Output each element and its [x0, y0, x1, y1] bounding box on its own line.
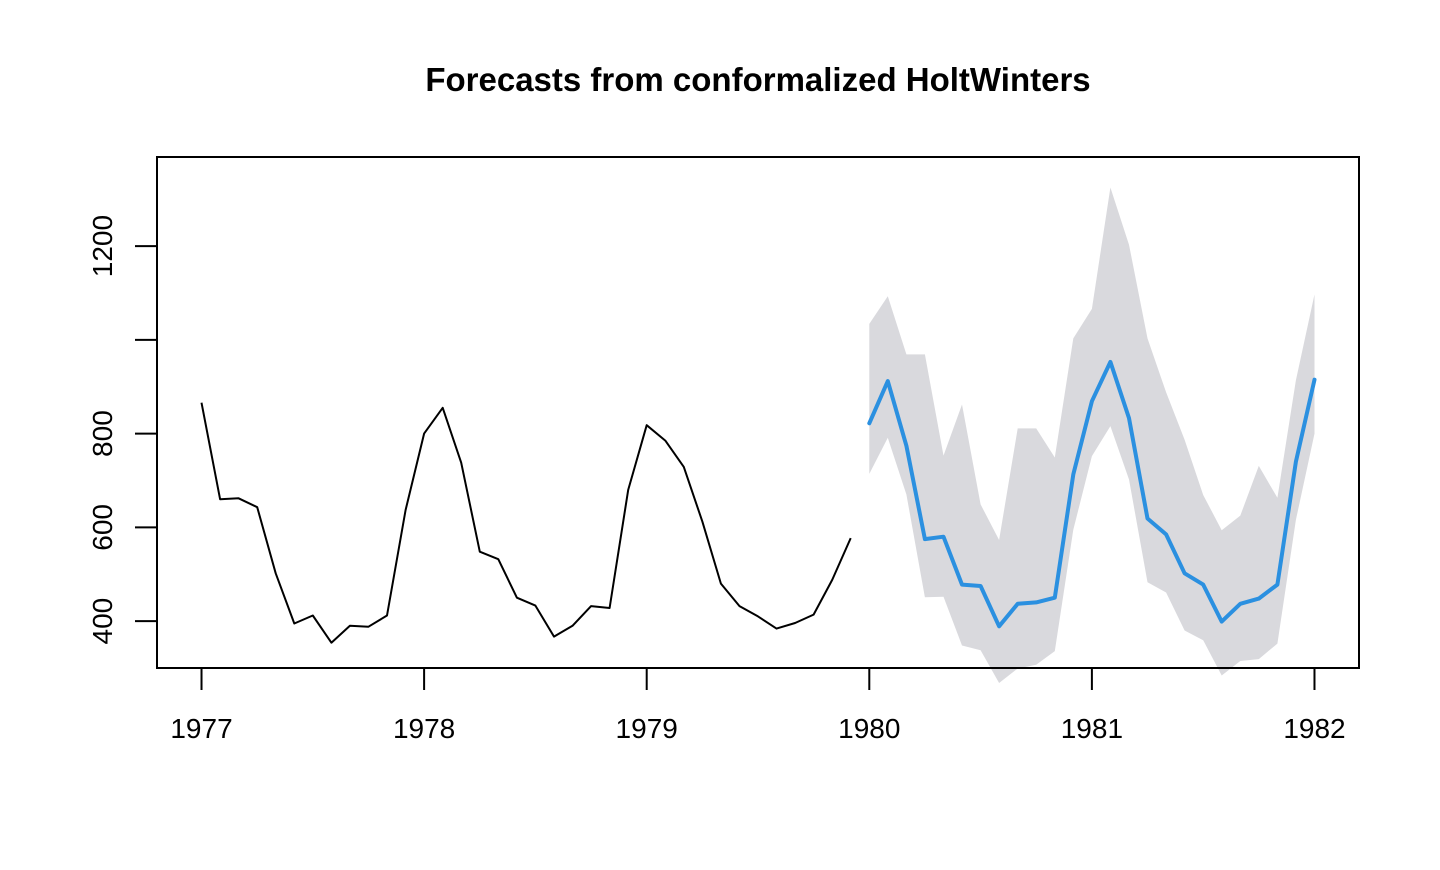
y-tick-label: 400 [87, 598, 118, 645]
y-axis: 400 600 800 1200 [87, 215, 158, 645]
observed-series-line [200, 402, 852, 644]
observed-series-layer [200, 402, 852, 644]
prediction-interval-layer [869, 187, 1315, 683]
x-axis: 1977 1978 1979 1980 1981 1982 [170, 667, 1346, 744]
x-tick-label: 1980 [838, 713, 900, 744]
prediction-interval-band [869, 187, 1315, 683]
x-tick-label: 1977 [170, 713, 232, 744]
forecast-mean-line [867, 359, 1317, 629]
y-tick-label: 1200 [87, 215, 118, 277]
forecast-series-layer [867, 359, 1317, 629]
y-tick-label: 600 [87, 504, 118, 551]
x-tick-label: 1982 [1283, 713, 1345, 744]
x-tick-label: 1979 [616, 713, 678, 744]
x-tick-label: 1978 [393, 713, 455, 744]
x-tick-label: 1981 [1061, 713, 1123, 744]
chart-title: Forecasts from conformalized HoltWinters [425, 61, 1090, 98]
y-tick-label: 800 [87, 410, 118, 457]
